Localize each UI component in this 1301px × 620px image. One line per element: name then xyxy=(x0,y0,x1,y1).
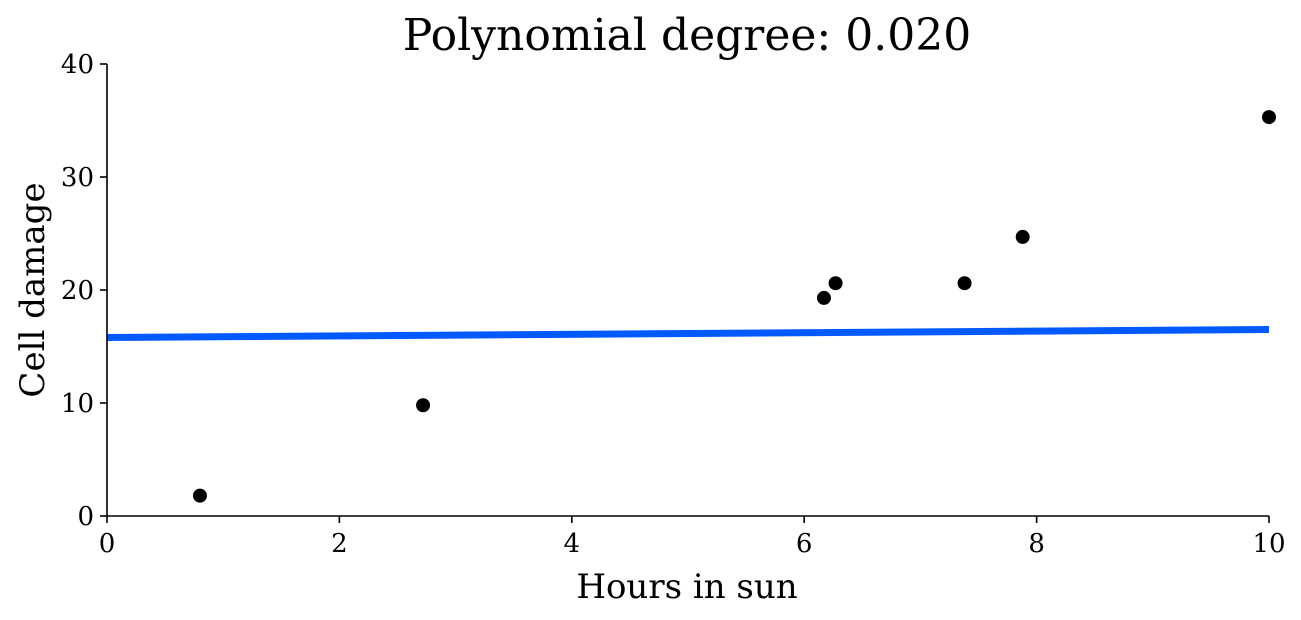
chart-title: Polynomial degree: 0.020 xyxy=(403,10,971,61)
data-point xyxy=(416,398,431,413)
y-tick-label: 40 xyxy=(61,50,94,80)
y-tick-label: 10 xyxy=(61,389,94,419)
x-tick-label: 10 xyxy=(1252,529,1285,559)
x-tick-label: 4 xyxy=(564,529,581,559)
y-axis-label: Cell damage xyxy=(13,182,53,397)
y-tick-label: 30 xyxy=(61,163,94,193)
fit-line-layer xyxy=(106,326,1270,341)
data-point xyxy=(828,276,843,291)
data-point xyxy=(957,276,972,291)
data-point xyxy=(1262,110,1276,125)
y-tick-label: 0 xyxy=(77,502,94,532)
fit-line xyxy=(106,326,1270,341)
data-point xyxy=(816,290,831,305)
data-point xyxy=(192,488,207,503)
x-ticks: 0 2 4 6 8 10 xyxy=(99,516,1286,559)
y-ticks: 0 10 20 30 40 xyxy=(61,50,107,532)
data-point xyxy=(1015,229,1030,244)
x-axis-label: Hours in sun xyxy=(576,567,797,607)
data-points-layer xyxy=(192,110,1276,503)
x-tick-label: 8 xyxy=(1028,529,1045,559)
y-tick-label: 20 xyxy=(61,276,94,306)
x-tick-label: 0 xyxy=(99,529,116,559)
x-tick-label: 2 xyxy=(331,529,348,559)
x-tick-label: 6 xyxy=(796,529,813,559)
